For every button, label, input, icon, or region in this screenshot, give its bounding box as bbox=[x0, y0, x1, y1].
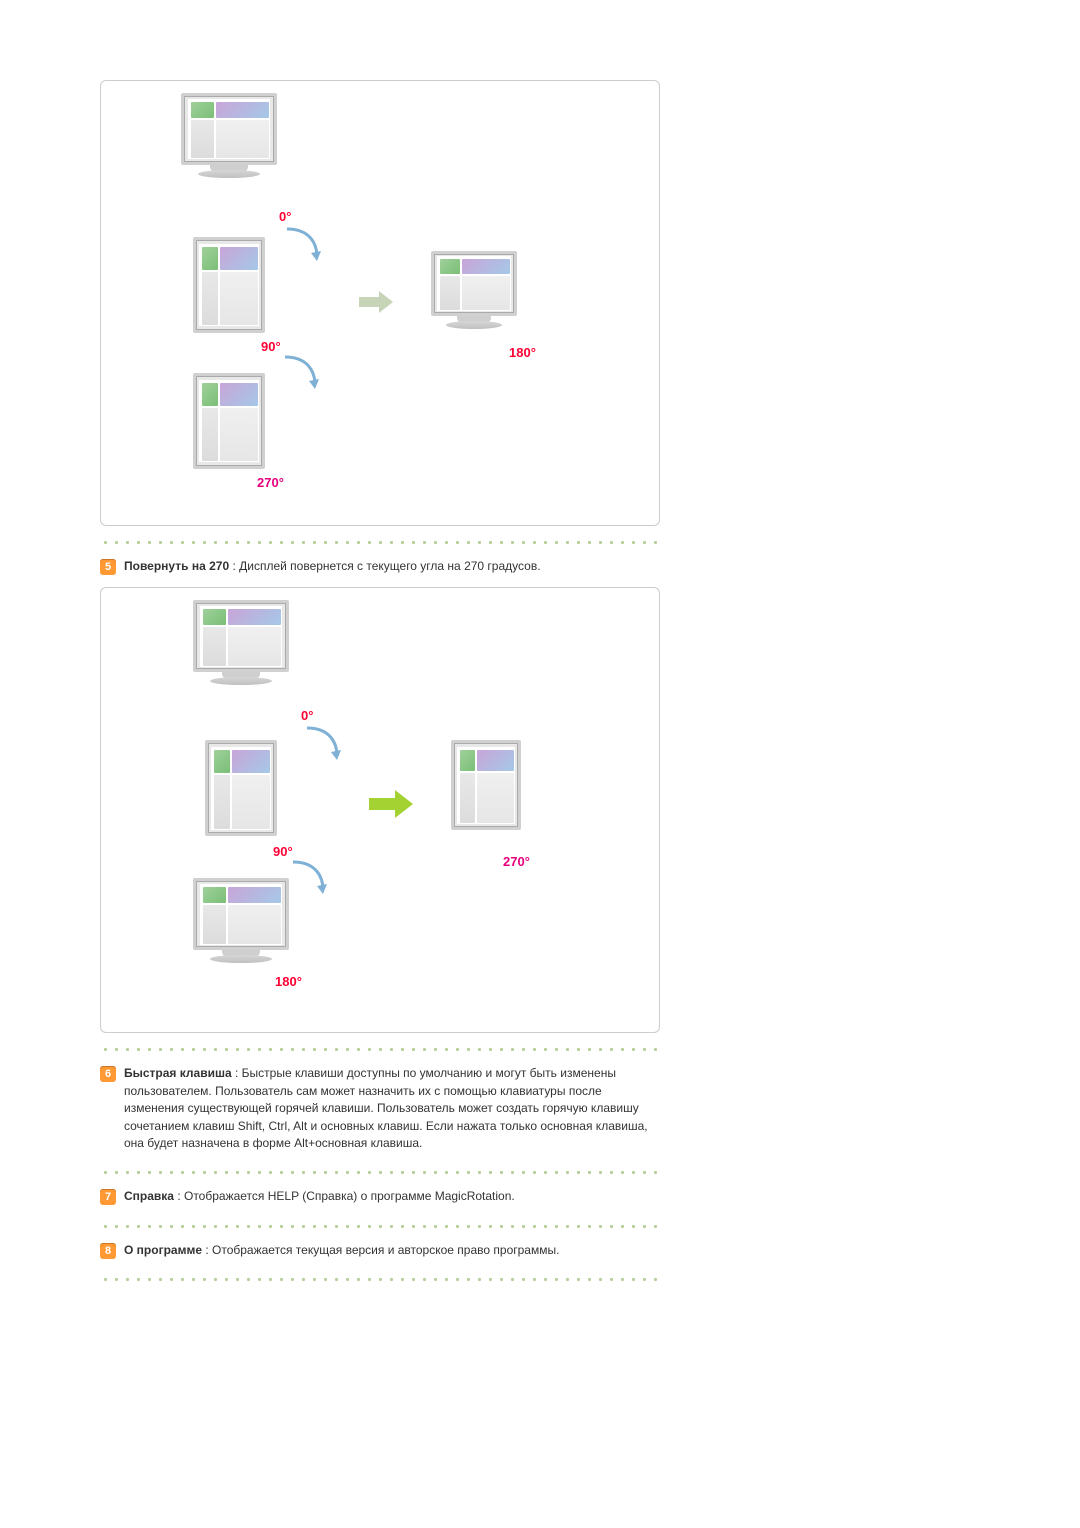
monitor-0deg bbox=[193, 600, 289, 685]
num-badge-5: 5 bbox=[100, 559, 116, 575]
item-8-text: О программе : Отображается текущая верси… bbox=[124, 1242, 660, 1259]
curve-arrow-icon bbox=[279, 351, 319, 391]
list-item-8: 8 О программе : Отображается текущая вер… bbox=[100, 1240, 660, 1263]
dot-separator bbox=[100, 1164, 660, 1178]
rotation-diagram-180-result: 0° 90° 270° 180° bbox=[100, 80, 660, 526]
label-180deg: 180° bbox=[275, 974, 302, 989]
label-270deg: 270° bbox=[503, 854, 530, 869]
monitor-90deg bbox=[193, 237, 265, 333]
monitor-0deg bbox=[181, 93, 277, 178]
item-7-title: Справка bbox=[124, 1189, 174, 1203]
dot-separator bbox=[100, 1271, 660, 1285]
item-5-title: Повернуть на 270 bbox=[124, 559, 229, 573]
label-0deg: 0° bbox=[279, 209, 291, 224]
dot-separator bbox=[100, 1218, 660, 1232]
item-5-text: Повернуть на 270 : Дисплей повернется с … bbox=[124, 558, 660, 575]
result-arrow-icon bbox=[369, 790, 413, 818]
monitor-180deg bbox=[193, 878, 289, 963]
dot-separator bbox=[100, 534, 660, 548]
rotation-diagram-270-result: 0° 90° 180° 270° bbox=[100, 587, 660, 1033]
num-badge-7: 7 bbox=[100, 1189, 116, 1205]
document-content: 0° 90° 270° 180° bbox=[100, 80, 660, 1285]
num-badge-6: 6 bbox=[100, 1066, 116, 1082]
num-badge-8: 8 bbox=[100, 1243, 116, 1259]
item-7-text: Справка : Отображается HELP (Справка) о … bbox=[124, 1188, 660, 1205]
item-8-desc: : Отображается текущая версия и авторско… bbox=[202, 1243, 559, 1257]
monitor-180deg-result bbox=[431, 251, 517, 329]
list-item-6: 6 Быстрая клавиша : Быстрые клавиши дост… bbox=[100, 1063, 660, 1156]
label-90deg: 90° bbox=[261, 339, 281, 354]
list-item-7: 7 Справка : Отображается HELP (Справка) … bbox=[100, 1186, 660, 1209]
item-6-text: Быстрая клавиша : Быстрые клавиши доступ… bbox=[124, 1065, 660, 1152]
monitor-270deg-result bbox=[451, 740, 521, 830]
monitor-90deg bbox=[205, 740, 277, 836]
dot-separator bbox=[100, 1041, 660, 1055]
item-5-desc: : Дисплей повернется с текущего угла на … bbox=[229, 559, 540, 573]
curve-arrow-icon bbox=[301, 722, 341, 762]
monitor-270deg bbox=[193, 373, 265, 469]
item-6-title: Быстрая клавиша bbox=[124, 1066, 232, 1080]
curve-arrow-icon bbox=[281, 223, 321, 263]
curve-arrow-icon bbox=[287, 856, 327, 896]
result-arrow-icon bbox=[359, 291, 393, 313]
list-item-5: 5 Повернуть на 270 : Дисплей повернется … bbox=[100, 556, 660, 579]
item-7-desc: : Отображается HELP (Справка) о программ… bbox=[174, 1189, 515, 1203]
label-270deg: 270° bbox=[257, 475, 284, 490]
label-180deg: 180° bbox=[509, 345, 536, 360]
label-0deg: 0° bbox=[301, 708, 313, 723]
item-8-title: О программе bbox=[124, 1243, 202, 1257]
